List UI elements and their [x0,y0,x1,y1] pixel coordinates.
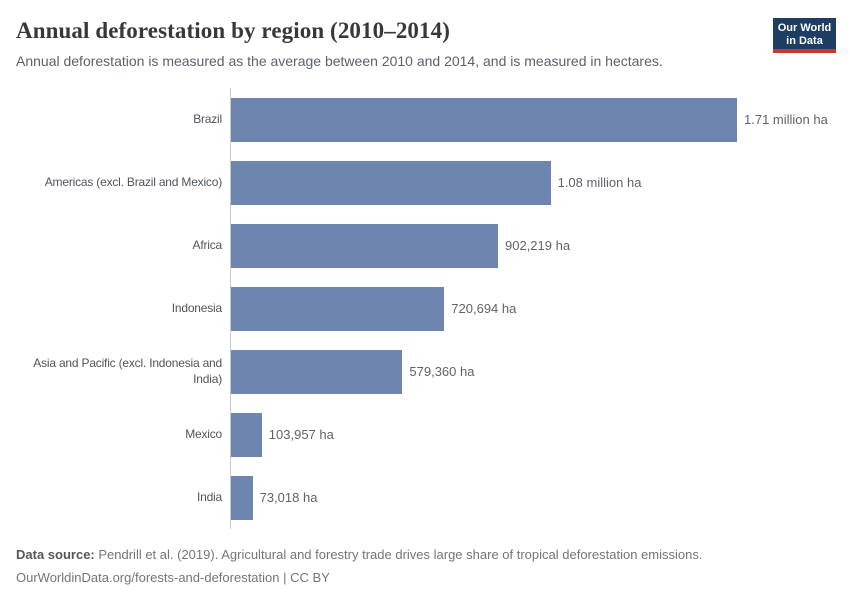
bar-row: Mexico 103,957 ha [16,403,834,466]
bar-track: 103,957 ha [230,412,834,457]
bar-row-label: Africa [192,237,223,252]
bar[interactable] [231,412,262,457]
bar-row-label: Mexico [185,426,222,441]
bar-row: India 73,018 ha [16,466,834,529]
bar-value-label: 1.71 million ha [744,112,828,127]
data-source-text: Pendrill et al. (2019). Agricultural and… [94,547,703,562]
bar-value-label: 73,018 ha [259,490,318,505]
bar-track: 73,018 ha [230,475,834,520]
bar-row-label: India [196,489,222,504]
y-axis-line [230,88,231,529]
bar-value-label: 103,957 ha [268,427,334,442]
bar-track: 579,360 ha [230,349,834,394]
bar-row: Indonesia 720,694 ha [16,277,834,340]
page-title: Annual deforestation by region (2010–201… [16,18,450,43]
owid-logo-line1: Our World [777,22,832,34]
owid-logo[interactable]: Our World in Data [773,18,836,53]
data-source-label: Data source: [16,547,95,562]
data-source-line: Data source: Pendrill et al. (2019). Agr… [16,543,834,566]
bar-row-label: Indonesia [171,300,222,315]
bar-value-label: 1.08 million ha [557,175,642,190]
bar[interactable] [231,349,403,394]
bar-row-label: Brazil [193,111,222,126]
bar-value-label: 579,360 ha [409,364,475,379]
bar-row-label: Asia and Pacific (excl. Indonesia and In… [33,355,222,386]
owid-logo-line2: in Data [786,35,823,47]
bar-track: 1.08 million ha [230,160,834,205]
bar-track: 720,694 ha [230,286,834,331]
chart-footer: Data source: Pendrill et al. (2019). Agr… [16,543,834,589]
bar-track: 902,219 ha [230,223,834,268]
license-line: OurWorldinData.org/forests-and-deforesta… [16,570,330,585]
bar[interactable] [231,286,445,331]
bar-row: Americas (excl. Brazil and Mexico) 1.08 … [16,151,834,214]
bar-row: Brazil 1.71 million ha [16,88,834,151]
bar[interactable] [231,97,737,142]
bar-row: Africa 902,219 ha [16,214,834,277]
bar-track: 1.71 million ha [230,97,834,142]
bar-value-label: 902,219 ha [505,238,571,253]
bar-row: Asia and Pacific (excl. Indonesia and In… [16,340,834,403]
chart-subtitle: Annual deforestation is measured as the … [16,53,663,69]
bar[interactable] [231,160,551,205]
bar-row-label: Americas (excl. Brazil and Mexico) [44,174,222,189]
bar[interactable] [231,475,253,520]
bar-value-label: 720,694 ha [451,301,517,316]
bar-chart: Brazil 1.71 million ha Americas (excl. B… [16,88,834,529]
bar[interactable] [231,223,498,268]
